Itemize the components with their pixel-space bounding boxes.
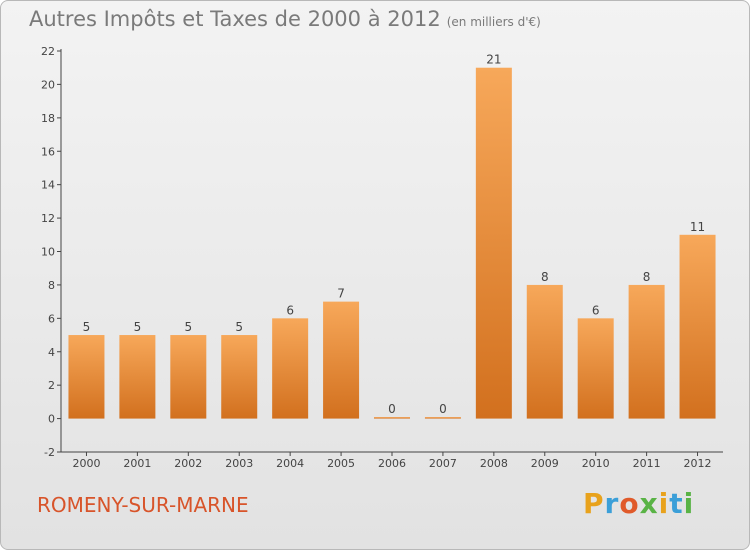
y-tick-label: -2 — [44, 446, 55, 459]
x-tick-label: 2002 — [174, 457, 202, 470]
y-tick-label: 14 — [41, 179, 55, 192]
logo-letter: t — [669, 487, 684, 520]
x-tick-label: 2000 — [72, 457, 100, 470]
x-tick-label: 2005 — [327, 457, 355, 470]
data-label-2012: 11 — [690, 220, 705, 234]
bar-2011 — [628, 284, 665, 419]
chart-title-text: Autres Impôts et Taxes de 2000 à 2012 — [29, 7, 441, 31]
logo-letter: P — [583, 487, 605, 520]
bar-2001 — [119, 335, 156, 419]
y-tick-label: 8 — [48, 279, 55, 292]
bar-2010 — [577, 318, 614, 419]
bar-2012 — [679, 234, 716, 419]
data-label-2005: 7 — [337, 287, 345, 301]
logo-letter: x — [639, 487, 659, 520]
data-label-2007: 0 — [439, 402, 447, 416]
y-tick-label: 18 — [41, 112, 55, 125]
y-tick-label: 10 — [41, 246, 55, 259]
y-tick-label: 22 — [41, 45, 55, 58]
x-tick-label: 2010 — [582, 457, 610, 470]
logo-letter: r — [604, 487, 620, 520]
data-label-2010: 6 — [592, 303, 600, 317]
bar-2007 — [424, 417, 461, 419]
logo-letter: o — [619, 487, 640, 520]
data-label-2002: 5 — [184, 320, 192, 334]
proxiti-logo: Proxiti — [583, 487, 694, 520]
bar-2008 — [475, 67, 512, 419]
bar-2002 — [170, 335, 207, 419]
x-tick-label: 2011 — [633, 457, 661, 470]
y-tick-label: 4 — [48, 346, 55, 359]
chart-title: Autres Impôts et Taxes de 2000 à 2012 (en… — [29, 7, 541, 31]
data-label-2008: 21 — [486, 53, 501, 67]
x-tick-label: 2004 — [276, 457, 304, 470]
logo-letter: i — [658, 487, 670, 520]
x-tick-label: 2008 — [480, 457, 508, 470]
bar-2009 — [526, 284, 563, 419]
x-tick-label: 2006 — [378, 457, 406, 470]
data-label-2011: 8 — [643, 270, 651, 284]
x-tick-label: 2003 — [225, 457, 253, 470]
bar-2004 — [272, 318, 309, 419]
y-tick-label: 6 — [48, 312, 55, 325]
place-name: ROMENY-SUR-MARNE — [37, 493, 249, 517]
chart-title-unit: (en milliers d'€) — [446, 15, 541, 29]
x-tick-label: 2007 — [429, 457, 457, 470]
bar-2003 — [221, 335, 258, 419]
bars — [68, 67, 716, 419]
y-tick-label: 2 — [48, 379, 55, 392]
data-label-2001: 5 — [134, 320, 142, 334]
x-tick-label: 2009 — [531, 457, 559, 470]
y-tick-label: 12 — [41, 212, 55, 225]
logo-letter: i — [683, 487, 695, 520]
data-label-2009: 8 — [541, 270, 549, 284]
x-tick-label: 2012 — [684, 457, 712, 470]
data-label-2004: 6 — [286, 303, 294, 317]
data-label-2000: 5 — [83, 320, 91, 334]
y-tick-label: 16 — [41, 145, 55, 158]
data-labels: 5 5 5 5 6 7 0 0 21 8 6 8 11 — [83, 53, 706, 416]
data-label-2006: 0 — [388, 402, 396, 416]
bar-2005 — [323, 301, 360, 419]
y-tick-label: 20 — [41, 78, 55, 91]
data-label-2003: 5 — [235, 320, 243, 334]
axes: -2 0 2 4 6 8 10 12 14 16 18 20 22 2000 2001 2002 2003 200… — [41, 45, 723, 470]
bar-2000 — [68, 335, 105, 419]
x-tick-label: 2001 — [123, 457, 151, 470]
bar-2006 — [374, 417, 410, 419]
y-tick-label: 0 — [48, 413, 55, 426]
